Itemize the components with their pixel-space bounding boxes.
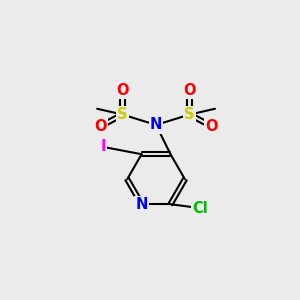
Text: O: O (116, 83, 129, 98)
Text: I: I (100, 140, 106, 154)
Text: N: N (150, 117, 162, 132)
Text: S: S (117, 107, 128, 122)
Text: Cl: Cl (192, 201, 208, 216)
Text: S: S (184, 107, 195, 122)
Text: O: O (183, 83, 196, 98)
Text: N: N (135, 197, 148, 212)
Text: O: O (205, 118, 218, 134)
Text: O: O (94, 118, 107, 134)
